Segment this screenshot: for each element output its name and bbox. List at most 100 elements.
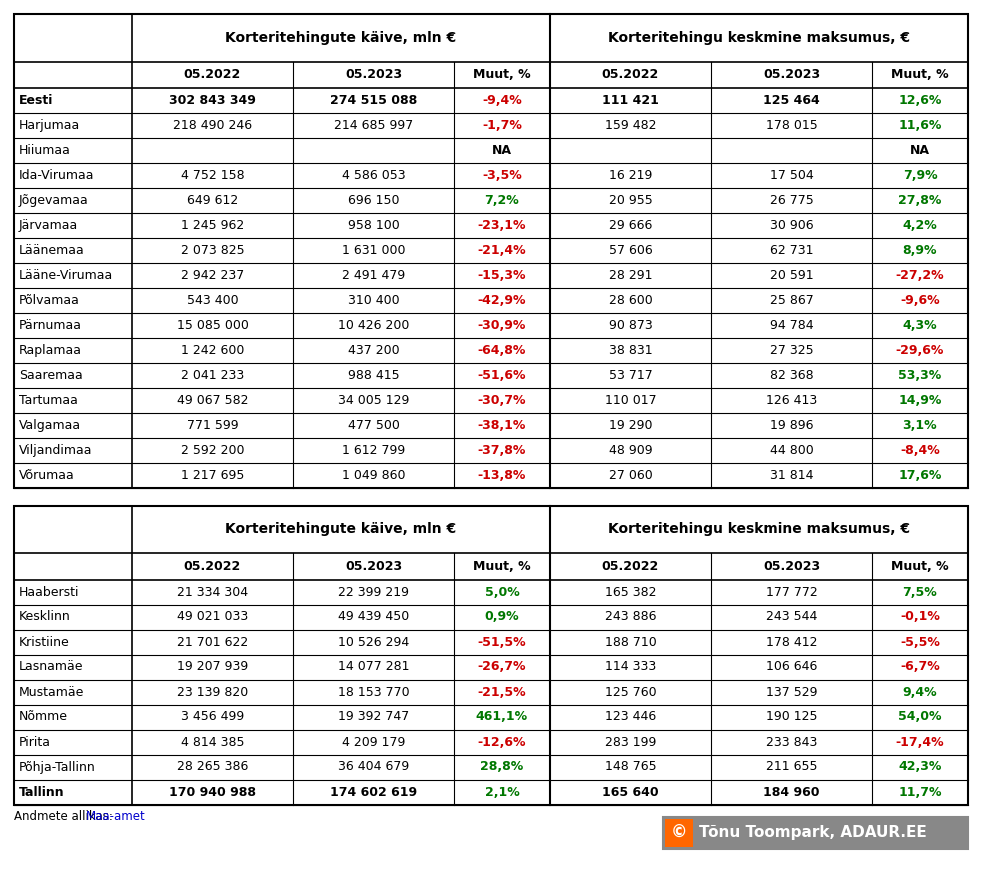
Text: -38,1%: -38,1% <box>478 419 526 431</box>
Text: 1 612 799: 1 612 799 <box>342 444 406 457</box>
Text: 54,0%: 54,0% <box>899 710 942 724</box>
Text: 2 942 237: 2 942 237 <box>181 269 245 282</box>
Text: -21,4%: -21,4% <box>477 244 526 256</box>
Text: Lasnamäe: Lasnamäe <box>19 661 83 674</box>
Text: Raplamaa: Raplamaa <box>19 344 82 357</box>
Text: 12,6%: 12,6% <box>899 94 942 107</box>
Text: Kristiine: Kristiine <box>19 635 70 648</box>
Text: 19 207 939: 19 207 939 <box>177 661 248 674</box>
Text: 27 060: 27 060 <box>609 469 652 482</box>
Text: 177 772: 177 772 <box>766 585 817 598</box>
Text: 243 886: 243 886 <box>605 611 656 624</box>
Text: 25 867: 25 867 <box>770 294 813 307</box>
Text: 174 602 619: 174 602 619 <box>330 786 417 799</box>
Text: Valgamaa: Valgamaa <box>19 419 82 431</box>
Text: Andmete allikas:: Andmete allikas: <box>14 810 117 823</box>
Text: Võrumaa: Võrumaa <box>19 469 75 482</box>
Text: 188 710: 188 710 <box>605 635 656 648</box>
Text: -9,4%: -9,4% <box>482 94 521 107</box>
Text: Muut, %: Muut, % <box>473 560 531 573</box>
Text: -37,8%: -37,8% <box>478 444 526 457</box>
Bar <box>14 14 968 487</box>
Text: 1 049 860: 1 049 860 <box>342 469 406 482</box>
Text: 110 017: 110 017 <box>605 394 656 407</box>
Text: -30,7%: -30,7% <box>478 394 526 407</box>
Text: -5,5%: -5,5% <box>900 635 940 648</box>
Text: Muut, %: Muut, % <box>473 68 531 81</box>
Text: 94 784: 94 784 <box>770 318 813 332</box>
Text: Korteritehingute käive, mln €: Korteritehingute käive, mln € <box>226 31 457 45</box>
Text: -21,5%: -21,5% <box>477 685 526 698</box>
Bar <box>665 818 693 846</box>
Text: -1,7%: -1,7% <box>482 119 522 132</box>
Text: 29 666: 29 666 <box>609 219 652 232</box>
Text: 126 413: 126 413 <box>766 394 817 407</box>
Text: 31 814: 31 814 <box>770 469 813 482</box>
Text: 2 073 825: 2 073 825 <box>181 244 245 256</box>
Text: 28 265 386: 28 265 386 <box>177 760 248 774</box>
Text: 11,7%: 11,7% <box>899 786 942 799</box>
Text: 05.2022: 05.2022 <box>602 68 659 81</box>
Text: -12,6%: -12,6% <box>478 736 526 748</box>
Text: 15 085 000: 15 085 000 <box>177 318 248 332</box>
Text: Viljandimaa: Viljandimaa <box>19 444 92 457</box>
Text: Saaremaa: Saaremaa <box>19 368 82 382</box>
Text: 48 909: 48 909 <box>609 444 652 457</box>
Text: 170 940 988: 170 940 988 <box>169 786 256 799</box>
Text: Nõmme: Nõmme <box>19 710 68 724</box>
Text: 38 831: 38 831 <box>609 344 652 357</box>
Text: -64,8%: -64,8% <box>478 344 526 357</box>
Text: 34 005 129: 34 005 129 <box>338 394 409 407</box>
Text: 22 399 219: 22 399 219 <box>338 585 409 598</box>
Text: 05.2022: 05.2022 <box>602 560 659 573</box>
Text: 4 752 158: 4 752 158 <box>181 169 245 182</box>
Bar <box>663 816 968 849</box>
Text: Jõgevamaa: Jõgevamaa <box>19 193 88 206</box>
Text: 14,9%: 14,9% <box>899 394 942 407</box>
Text: 2 491 479: 2 491 479 <box>342 269 406 282</box>
Text: 05.2022: 05.2022 <box>184 68 242 81</box>
Text: 57 606: 57 606 <box>609 244 652 256</box>
Text: NA: NA <box>492 144 512 157</box>
Text: 274 515 088: 274 515 088 <box>330 94 417 107</box>
Text: Tartumaa: Tartumaa <box>19 394 78 407</box>
Text: Haabersti: Haabersti <box>19 585 80 598</box>
Text: 3,1%: 3,1% <box>902 419 937 431</box>
Text: 148 765: 148 765 <box>605 760 656 774</box>
Text: 165 382: 165 382 <box>605 585 656 598</box>
Text: 17,6%: 17,6% <box>899 469 942 482</box>
Text: Tallinn: Tallinn <box>19 786 65 799</box>
Text: Ida-Virumaa: Ida-Virumaa <box>19 169 94 182</box>
Text: 233 843: 233 843 <box>766 736 817 748</box>
Text: -13,8%: -13,8% <box>478 469 526 482</box>
Text: 20 955: 20 955 <box>609 193 652 206</box>
Text: 114 333: 114 333 <box>605 661 656 674</box>
Text: 3 456 499: 3 456 499 <box>181 710 245 724</box>
Text: 9,4%: 9,4% <box>902 685 937 698</box>
Text: Põhja-Tallinn: Põhja-Tallinn <box>19 760 96 774</box>
Text: 28 291: 28 291 <box>609 269 652 282</box>
Text: 243 544: 243 544 <box>766 611 817 624</box>
Text: 62 731: 62 731 <box>770 244 813 256</box>
Text: Pirita: Pirita <box>19 736 51 748</box>
Text: 543 400: 543 400 <box>187 294 239 307</box>
Text: 1 242 600: 1 242 600 <box>181 344 245 357</box>
Text: 771 599: 771 599 <box>187 419 239 431</box>
Text: Kesklinn: Kesklinn <box>19 611 71 624</box>
Text: 4,3%: 4,3% <box>902 318 937 332</box>
Text: NA: NA <box>910 144 930 157</box>
Text: 19 392 747: 19 392 747 <box>338 710 409 724</box>
Text: Korteritehingu keskmine maksumus, €: Korteritehingu keskmine maksumus, € <box>608 31 910 45</box>
Text: 211 655: 211 655 <box>766 760 817 774</box>
Text: 7,9%: 7,9% <box>902 169 937 182</box>
Text: 958 100: 958 100 <box>348 219 400 232</box>
Text: ©: © <box>671 823 687 842</box>
Text: -51,5%: -51,5% <box>477 635 526 648</box>
Text: 4,2%: 4,2% <box>902 219 938 232</box>
Text: 49 439 450: 49 439 450 <box>338 611 409 624</box>
Text: 30 906: 30 906 <box>770 219 813 232</box>
Text: 90 873: 90 873 <box>609 318 652 332</box>
Text: Läänemaa: Läänemaa <box>19 244 84 256</box>
Text: 111 421: 111 421 <box>602 94 659 107</box>
Text: Harjumaa: Harjumaa <box>19 119 81 132</box>
